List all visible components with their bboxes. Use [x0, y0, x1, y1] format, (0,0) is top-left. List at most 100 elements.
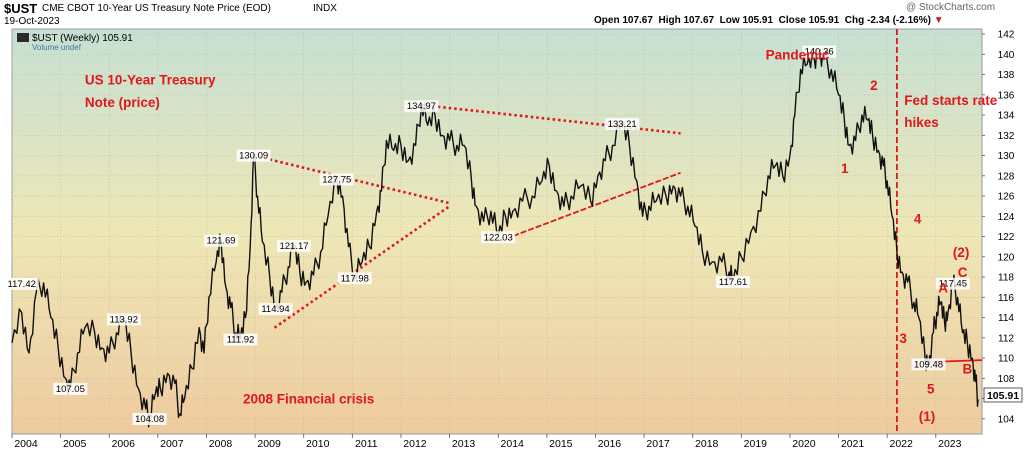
- point-label-box: [481, 231, 516, 244]
- y-tick-label: 124: [998, 212, 1015, 223]
- annotation-text: Fed starts rate: [904, 93, 998, 108]
- annotation-text: 3: [899, 331, 907, 346]
- close-value: 105.91: [808, 15, 840, 26]
- x-tick-label: 2017: [646, 438, 670, 450]
- annotation-text: 5: [927, 382, 935, 397]
- x-tick-label: 2021: [841, 438, 865, 450]
- y-tick-label: 128: [998, 171, 1015, 182]
- series-legend: $UST (Weekly) 105.91 Volume undef: [17, 33, 133, 52]
- point-label-box: [911, 358, 946, 371]
- point-label: 107.05: [56, 384, 85, 395]
- y-tick-label: 118: [998, 273, 1014, 284]
- last-value-text: 105.91: [987, 390, 1019, 402]
- open-label: Open: [594, 15, 620, 26]
- point-label-box: [337, 272, 372, 285]
- x-tick-label: 2009: [257, 438, 281, 450]
- volume-label: Volume undef: [32, 43, 82, 52]
- high-label: High: [658, 15, 681, 26]
- point-label-box: [106, 313, 141, 326]
- annotation-text: 2: [870, 78, 878, 93]
- y-axis: 1041061081101121141161181201221241261281…: [982, 30, 1015, 425]
- y-tick-label: 120: [998, 252, 1015, 263]
- point-label: 130.09: [239, 151, 268, 162]
- annotation-text: US 10-Year Treasury: [85, 73, 216, 88]
- y-tick-label: 126: [998, 192, 1015, 203]
- point-label: 117.61: [719, 277, 747, 288]
- annotation-text: 4: [914, 211, 922, 226]
- point-labels: 117.42 107.05 113.92 104.08 121.69 111.92 130.…: [4, 45, 970, 426]
- x-tick-label: 2014: [501, 438, 525, 450]
- watermark: @ StockCharts.com: [906, 2, 996, 13]
- point-label: 121.69: [207, 236, 236, 247]
- point-label-box: [716, 276, 751, 289]
- y-tick-label: 114: [998, 313, 1014, 324]
- change-value: -2.34 (-2.16%): [867, 15, 931, 26]
- exchange: INDX: [313, 3, 337, 14]
- x-tick-label: 2008: [209, 438, 233, 450]
- change-label: Chg: [844, 15, 865, 26]
- point-label: 104.08: [135, 414, 164, 425]
- annotation-text: C: [958, 265, 968, 280]
- y-tick-label: 104: [998, 414, 1015, 425]
- point-label: 114.94: [261, 304, 289, 315]
- annotation-text: B: [963, 361, 973, 376]
- x-tick-label: 2022: [890, 438, 914, 450]
- point-label: 113.92: [110, 314, 138, 325]
- point-label-box: [204, 234, 239, 247]
- y-tick-label: 130: [998, 151, 1015, 162]
- last-value-marker: 105.91: [983, 387, 1023, 403]
- point-label: 122.03: [484, 232, 513, 243]
- annotation-text: hikes: [904, 115, 939, 130]
- annotation-text: 2008 Financial crisis: [243, 392, 374, 407]
- point-label: 133.21: [608, 119, 637, 130]
- x-tick-label: 2004: [14, 438, 38, 450]
- point-label: 109.48: [914, 359, 943, 370]
- point-label-box: [935, 277, 970, 290]
- point-label: 121.17: [279, 241, 308, 252]
- price-series-line: [11, 48, 979, 428]
- x-tick-label: 2006: [112, 438, 136, 450]
- point-label: 140.36: [805, 47, 834, 58]
- x-tick-label: 2005: [63, 438, 87, 450]
- trend-line: [497, 171, 681, 243]
- low-label: Low: [719, 15, 740, 26]
- quote-bar: Open 107.67 High 107.67 Low 105.91 Close…: [594, 15, 944, 26]
- annotation-text: (2): [953, 245, 970, 260]
- point-label: 111.92: [227, 335, 255, 346]
- down-arrow-icon: ▼: [933, 15, 944, 26]
- x-tick-label: 2013: [452, 438, 476, 450]
- x-tick-label: 2020: [792, 438, 816, 450]
- point-label-box: [258, 303, 293, 316]
- point-label: 127.75: [322, 174, 351, 185]
- y-tick-label: 112: [998, 333, 1014, 344]
- point-label-box: [53, 382, 88, 395]
- point-label: 117.45: [939, 279, 967, 290]
- y-tick-label: 142: [998, 30, 1015, 41]
- x-tick-label: 2007: [160, 438, 184, 450]
- point-label-box: [236, 149, 271, 162]
- last-value-box: [983, 387, 1023, 403]
- close-label: Close: [778, 15, 806, 26]
- x-tick-label: 2011: [355, 438, 378, 450]
- open-value: 107.67: [622, 15, 653, 26]
- point-label-box: [319, 173, 354, 186]
- y-tick-label: 122: [998, 232, 1015, 243]
- point-label: 134.97: [407, 101, 436, 112]
- point-label-box: [4, 277, 39, 290]
- point-label: 117.98: [341, 273, 369, 284]
- annotation-text: 1: [841, 161, 849, 176]
- trend-line: [273, 205, 451, 329]
- point-label: 117.42: [8, 279, 36, 290]
- y-tick-label: 110: [998, 354, 1014, 365]
- series-swatch: [17, 33, 29, 42]
- point-label-box: [223, 333, 258, 346]
- x-tick-label: 2012: [403, 438, 427, 450]
- annotation-text: Note (price): [85, 95, 160, 110]
- annotation-text: (1): [919, 409, 936, 424]
- point-label-box: [802, 45, 837, 58]
- low-value: 105.91: [742, 15, 774, 26]
- y-tick-label: 108: [998, 374, 1015, 385]
- x-tick-label: 2015: [549, 438, 573, 450]
- annotations: US 10-Year Treasury Note (price) 2008 Fina…: [85, 47, 998, 423]
- point-label-box: [404, 100, 439, 113]
